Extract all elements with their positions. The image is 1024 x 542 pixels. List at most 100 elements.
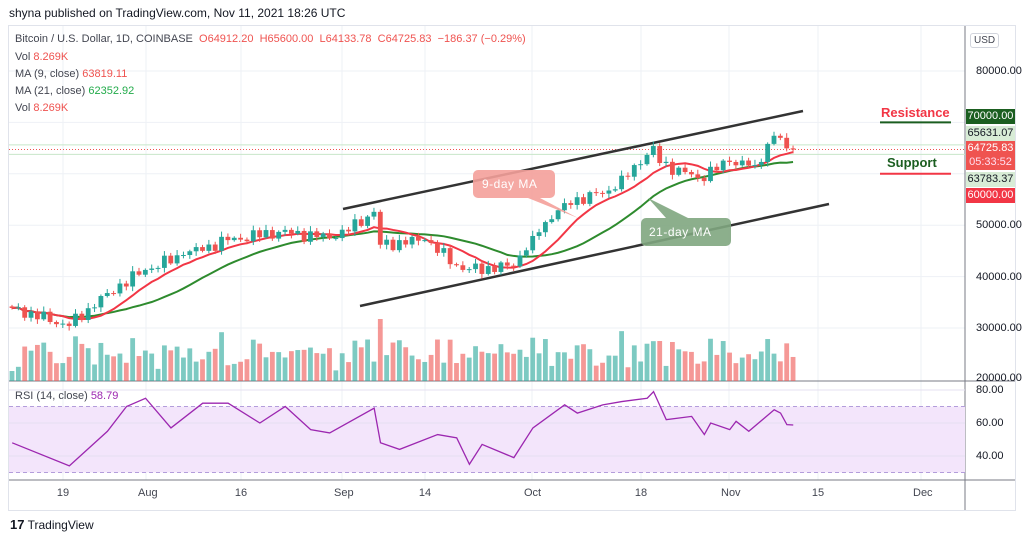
volume-bar: [155, 368, 161, 381]
candle-body: [244, 239, 250, 242]
candle-body: [162, 255, 167, 268]
volume-bar: [174, 346, 180, 381]
candle-body: [276, 231, 282, 239]
price-tick: 40000.00: [976, 271, 1022, 283]
candle-body: [746, 160, 751, 166]
support-label: Support: [887, 155, 937, 170]
volume-bar: [517, 349, 523, 381]
volume-bar: [758, 351, 764, 381]
candle-body: [473, 263, 478, 270]
volume-bar: [66, 356, 72, 381]
candle-body: [701, 177, 707, 182]
candle-body: [543, 222, 548, 233]
volume-bar: [384, 355, 390, 381]
vol-label: Vol: [15, 51, 31, 63]
symbol-name[interactable]: Bitcoin / U.S. Dollar, 1D, COINBASE: [15, 33, 193, 45]
volume-bar: [403, 347, 409, 381]
volume-bar: [47, 351, 53, 381]
volume-bar: [314, 353, 320, 381]
candle-body: [136, 271, 142, 275]
volume-bar: [320, 353, 326, 381]
candle-body: [485, 266, 491, 274]
volume-bar: [746, 354, 751, 381]
symbol-legend: Bitcoin / U.S. Dollar, 1D, COINBASE O649…: [15, 33, 526, 45]
candle-body: [727, 160, 732, 162]
vol2-value: 8.269K: [33, 102, 69, 114]
volume-bar: [35, 344, 40, 381]
candle-body: [92, 307, 97, 309]
candle-body: [358, 219, 364, 226]
volume-bar: [543, 339, 548, 381]
candle-body: [663, 161, 669, 164]
candle-body: [523, 250, 529, 256]
volume-bar: [708, 338, 713, 381]
volume-bar: [104, 354, 110, 381]
publish-info: shyna published on TradingView.com, Nov …: [9, 6, 346, 20]
candle-body: [320, 233, 326, 237]
volume-bar: [670, 342, 675, 381]
candle-body: [73, 313, 78, 326]
candle-body: [771, 135, 777, 144]
candle-body: [549, 219, 555, 223]
candle-body: [168, 255, 174, 264]
candle-body: [15, 307, 21, 309]
volume-bar: [473, 346, 478, 381]
high-value: H65600.00: [259, 33, 314, 45]
volume-bar: [466, 357, 472, 381]
volume-bar: [346, 362, 351, 381]
volume-bar: [327, 348, 332, 381]
time-tick: Dec: [913, 487, 933, 499]
volume-bar: [714, 354, 720, 381]
ma21-line: [11, 161, 794, 319]
volume-bar: [733, 363, 739, 381]
footer-brand: TradingView: [27, 518, 94, 532]
price-tick: 50000.00: [976, 219, 1022, 231]
candle-body: [739, 160, 745, 166]
volume-bar: [581, 344, 586, 381]
volume-bar: [73, 336, 78, 381]
candle-body: [212, 244, 218, 251]
channel-lower-trendline: [359, 202, 830, 308]
volume-bar: [41, 342, 47, 381]
vol-legend: Vol 8.269K: [15, 51, 68, 63]
volume-bar: [238, 361, 243, 381]
candle-body: [536, 232, 542, 236]
candle-body: [250, 230, 256, 242]
volume-bar: [333, 370, 339, 381]
volume-bar: [276, 352, 282, 381]
time-tick: Oct: [524, 487, 542, 499]
volume-bar: [454, 363, 459, 381]
candle-body: [454, 264, 459, 266]
candle-body: [460, 265, 466, 270]
candle-body: [695, 174, 701, 178]
volume-bar: [447, 339, 453, 381]
high-price-tag: 65631.07: [966, 126, 1015, 141]
volume-bar: [701, 361, 707, 381]
volume-bar: [409, 355, 415, 381]
candle-body: [581, 197, 586, 204]
candle-body: [352, 219, 358, 232]
low-value: L64133.78: [319, 33, 372, 45]
rsi-value: 58.79: [90, 390, 119, 402]
volume-bar: [689, 351, 694, 381]
tradingview-logo[interactable]: 17 TradingView: [10, 517, 94, 532]
candle-body: [238, 237, 243, 240]
time-tick: Nov: [721, 487, 741, 499]
time-tick: 19: [56, 487, 70, 499]
candle-body: [142, 269, 148, 275]
candle-body: [301, 230, 307, 242]
volume-bar: [92, 364, 97, 381]
candle-body: [200, 247, 205, 251]
candle-body: [765, 143, 771, 162]
candle-body: [181, 255, 186, 257]
volume-bar: [720, 341, 726, 381]
volume-bar: [619, 331, 624, 381]
candle-body: [117, 283, 123, 294]
candle-body: [650, 146, 656, 155]
candle-body: [574, 197, 580, 205]
volume-bar: [396, 340, 402, 381]
rsi-tick: 60.00: [976, 417, 1004, 429]
currency-button[interactable]: USD: [970, 33, 1000, 48]
candle-body: [257, 230, 263, 238]
